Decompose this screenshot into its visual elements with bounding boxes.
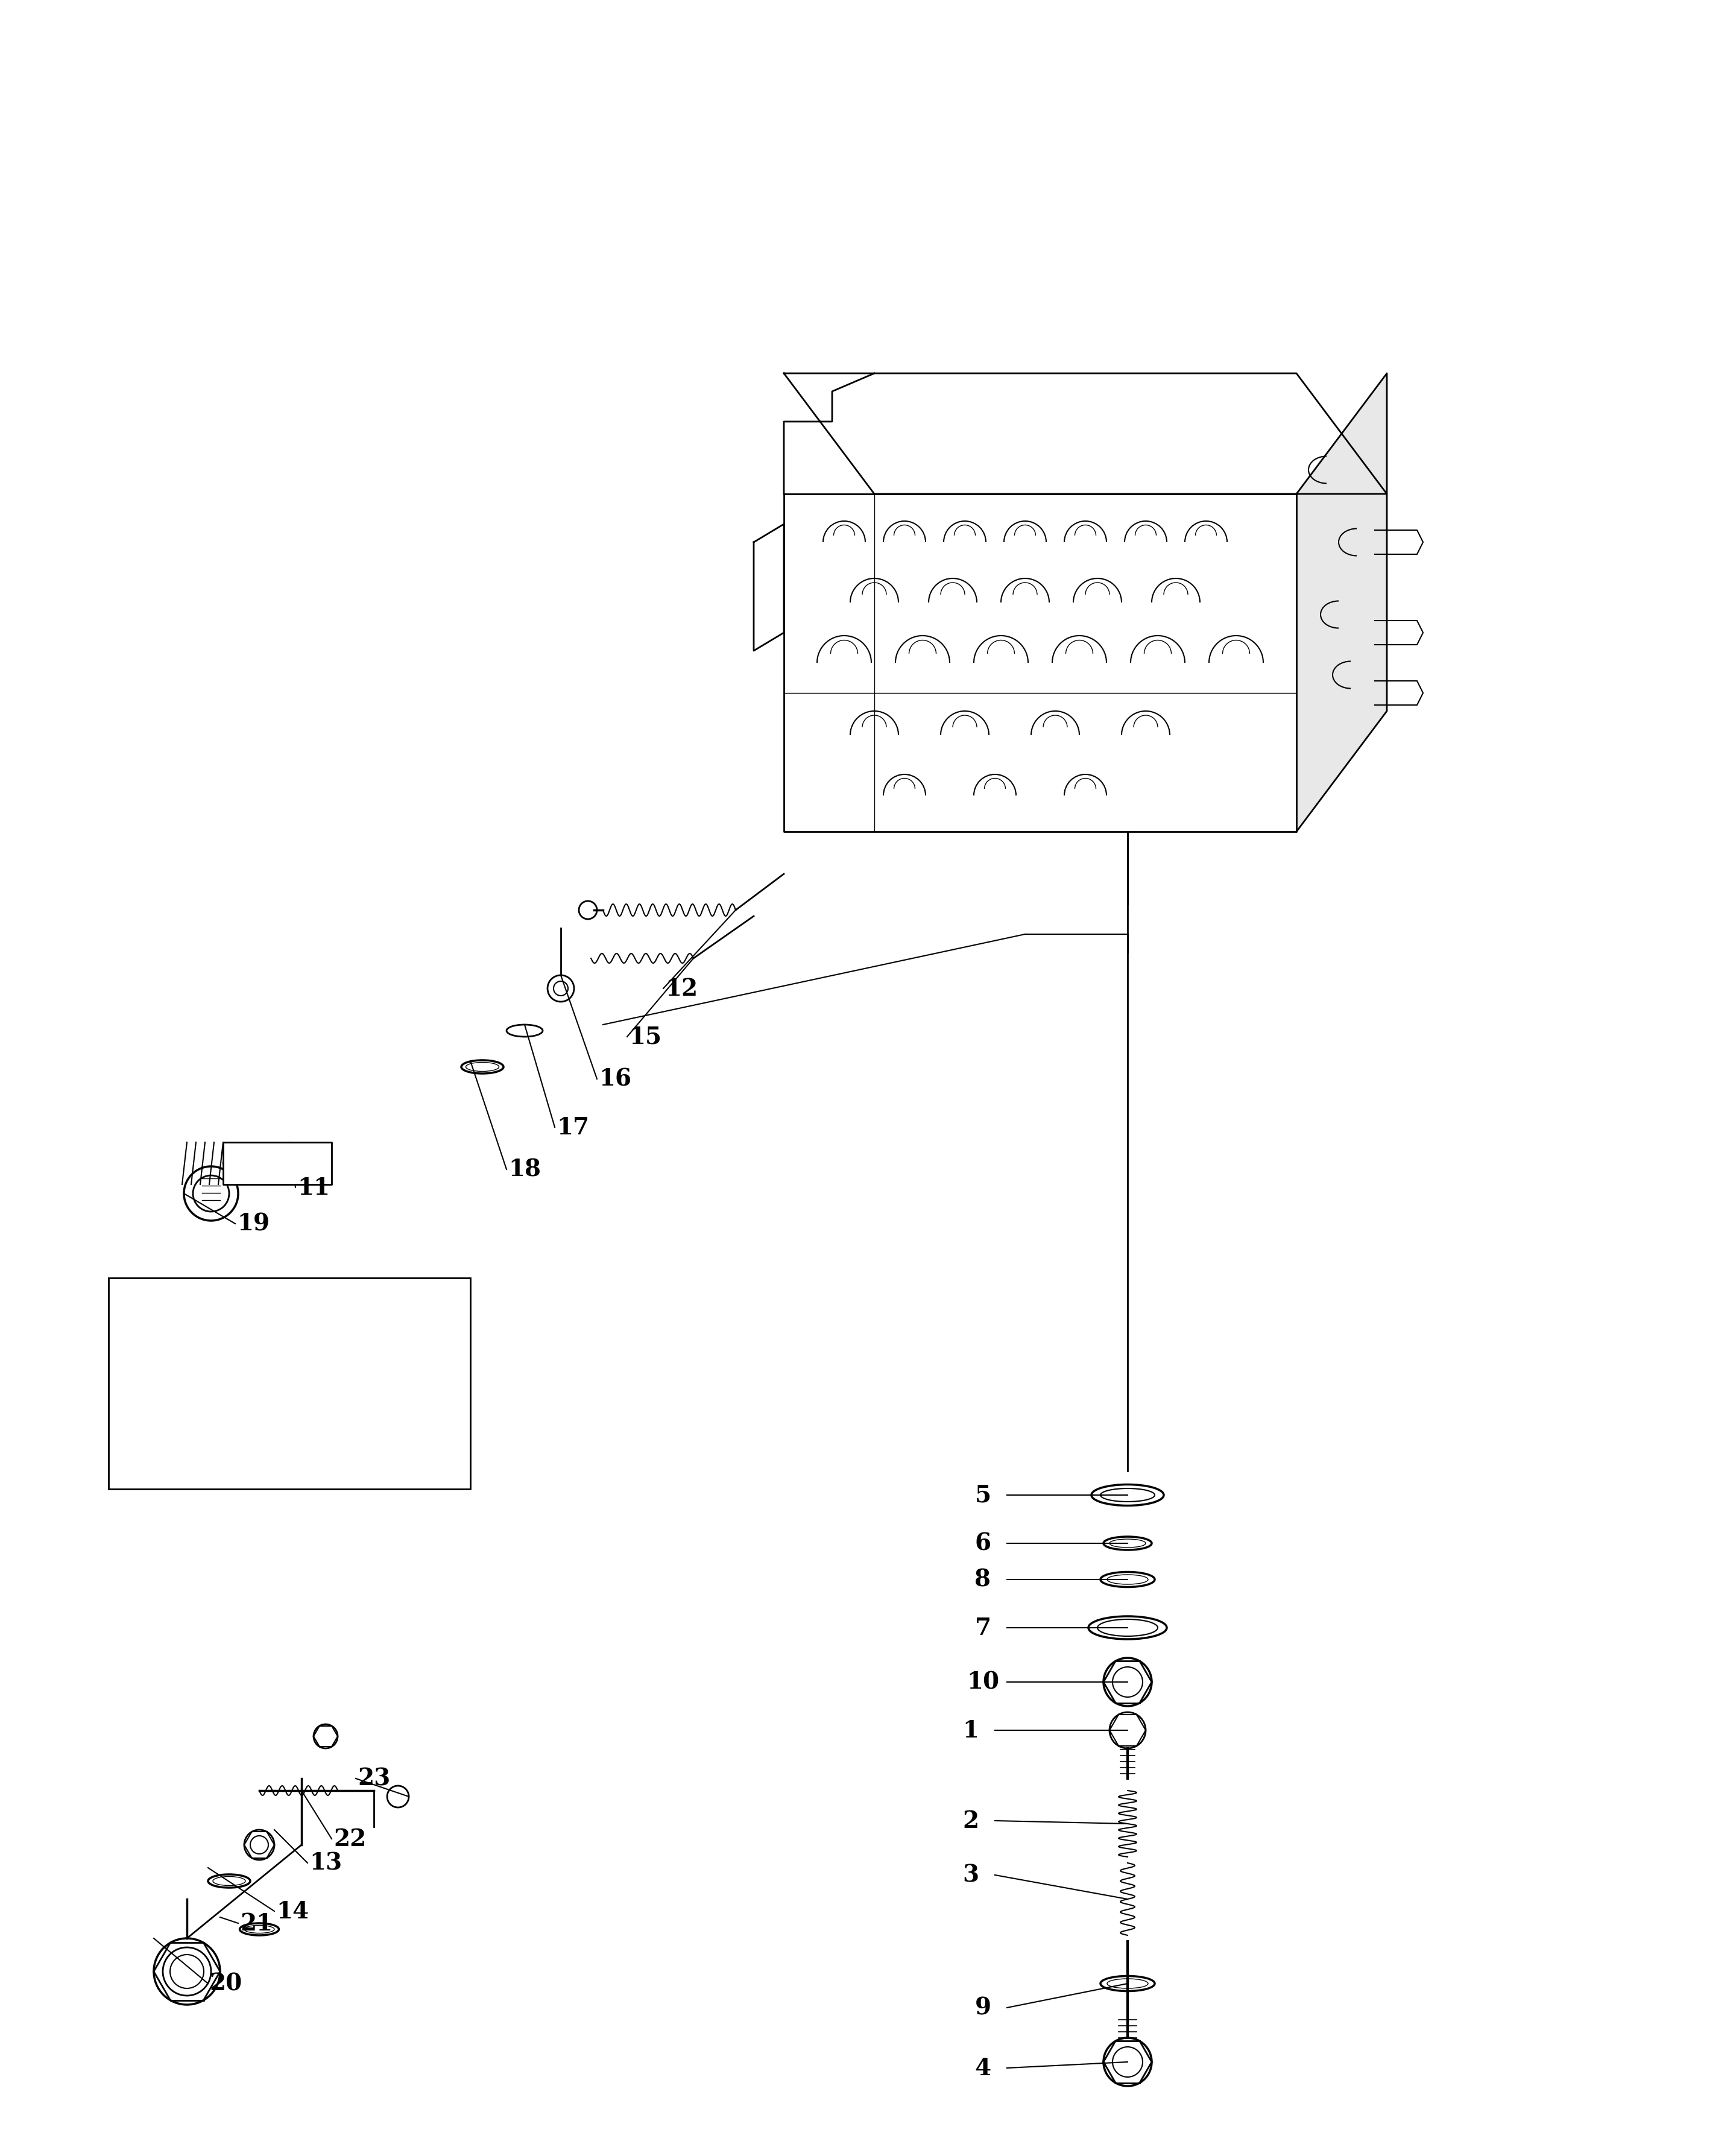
Text: 14: 14 xyxy=(276,1901,309,1922)
Text: 23: 23 xyxy=(358,1767,391,1791)
Text: 7: 7 xyxy=(974,1617,991,1638)
Ellipse shape xyxy=(224,1155,271,1172)
Text: 13: 13 xyxy=(309,1851,342,1875)
Text: 8: 8 xyxy=(974,1567,991,1591)
Text: 20: 20 xyxy=(210,1972,243,1995)
Text: 9: 9 xyxy=(974,1995,991,2019)
Ellipse shape xyxy=(283,1155,332,1172)
Text: 21: 21 xyxy=(240,1911,273,1935)
Text: 15: 15 xyxy=(628,1026,661,1049)
Polygon shape xyxy=(785,495,1297,832)
Text: 6: 6 xyxy=(974,1533,991,1554)
Text: 3: 3 xyxy=(963,1864,979,1886)
Bar xyxy=(109,1279,470,1490)
Text: 16: 16 xyxy=(599,1069,632,1090)
Text: 19: 19 xyxy=(236,1213,269,1236)
Text: 4: 4 xyxy=(974,2058,991,2079)
Text: 22: 22 xyxy=(333,1828,366,1851)
Polygon shape xyxy=(785,374,1387,495)
Polygon shape xyxy=(1297,374,1387,832)
Text: 1: 1 xyxy=(963,1718,979,1742)
Polygon shape xyxy=(224,1142,332,1185)
Text: 11: 11 xyxy=(297,1176,330,1200)
Text: 12: 12 xyxy=(665,978,698,1000)
Text: 18: 18 xyxy=(509,1159,542,1180)
Text: 2: 2 xyxy=(963,1810,979,1832)
Text: 17: 17 xyxy=(557,1116,589,1140)
Text: 10: 10 xyxy=(967,1671,1000,1694)
Text: 5: 5 xyxy=(974,1484,991,1507)
